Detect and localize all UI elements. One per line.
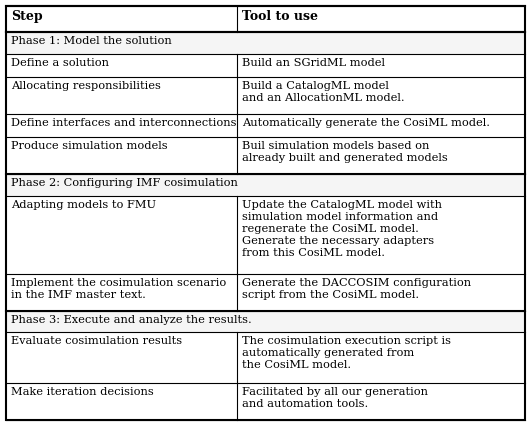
Text: Define interfaces and interconnections: Define interfaces and interconnections xyxy=(11,118,237,128)
Text: Implement the cosimulation scenario
in the IMF master text.: Implement the cosimulation scenario in t… xyxy=(11,278,227,300)
Text: Phase 1: Model the solution: Phase 1: Model the solution xyxy=(11,36,172,46)
Text: Step: Step xyxy=(11,10,43,23)
Text: Make iteration decisions: Make iteration decisions xyxy=(11,387,154,397)
Text: Build a CatalogML model
and an AllocationML model.: Build a CatalogML model and an Allocatio… xyxy=(242,81,405,103)
Text: Facilitated by all our generation
and automation tools.: Facilitated by all our generation and au… xyxy=(242,387,429,409)
Text: Buil simulation models based on
already built and generated models: Buil simulation models based on already … xyxy=(242,141,448,163)
Text: Update the CatalogML model with
simulation model information and
regenerate the : Update the CatalogML model with simulati… xyxy=(242,200,442,258)
Text: Phase 3: Execute and analyze the results.: Phase 3: Execute and analyze the results… xyxy=(11,315,252,325)
Text: Produce simulation models: Produce simulation models xyxy=(11,141,168,151)
Bar xyxy=(6,174,525,196)
Bar xyxy=(6,32,525,54)
Text: Tool to use: Tool to use xyxy=(242,10,319,23)
Text: The cosimulation execution script is
automatically generated from
the CosiML mod: The cosimulation execution script is aut… xyxy=(242,336,451,370)
Text: Generate the DACCOSIM configuration
script from the CosiML model.: Generate the DACCOSIM configuration scri… xyxy=(242,278,472,300)
Text: Build an SGridML model: Build an SGridML model xyxy=(242,58,386,68)
Text: Adapting models to FMU: Adapting models to FMU xyxy=(11,200,157,210)
Text: Evaluate cosimulation results: Evaluate cosimulation results xyxy=(11,336,183,346)
Text: Phase 2: Configuring IMF cosimulation: Phase 2: Configuring IMF cosimulation xyxy=(11,178,238,188)
Bar xyxy=(6,311,525,332)
Text: Allocating responsibilities: Allocating responsibilities xyxy=(11,81,161,91)
Text: Define a solution: Define a solution xyxy=(11,58,109,68)
Text: Automatically generate the CosiML model.: Automatically generate the CosiML model. xyxy=(242,118,490,128)
